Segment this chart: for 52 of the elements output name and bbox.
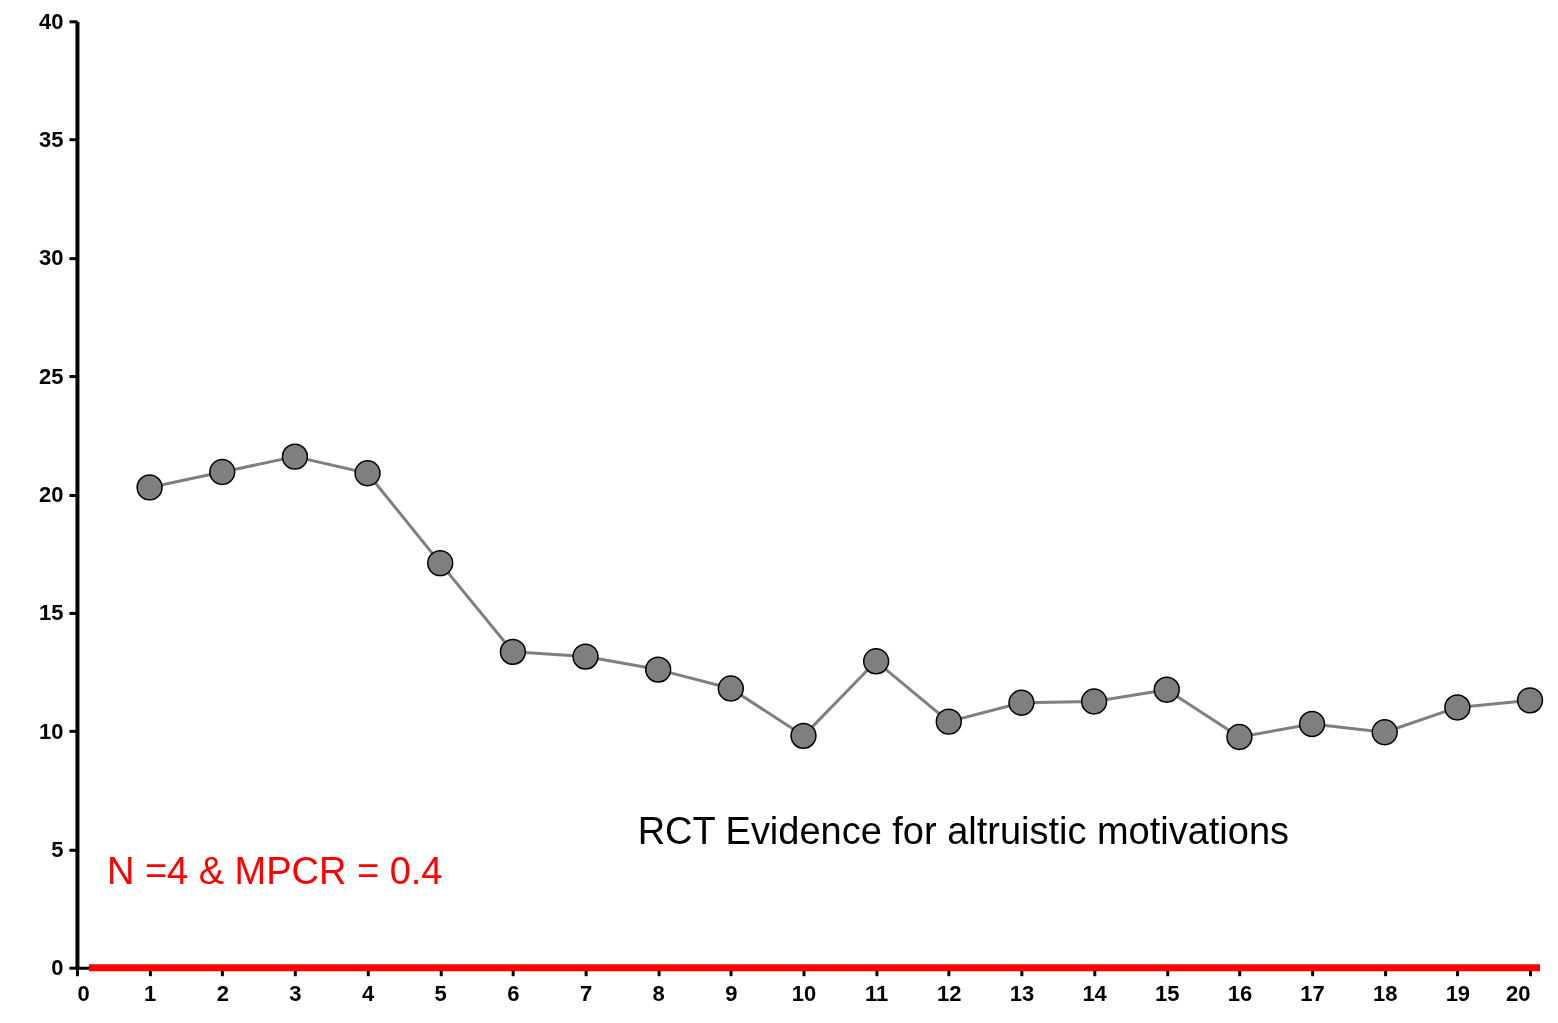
point	[862, 648, 890, 675]
y-tick-label: 15	[39, 600, 64, 626]
x-tick-label: 1	[143, 981, 157, 1007]
x-tick-label: 16	[1227, 981, 1253, 1007]
point	[1080, 688, 1108, 715]
x-tick-label: 18	[1372, 981, 1398, 1007]
y-tick-label: 0	[51, 955, 64, 981]
point	[1008, 689, 1035, 716]
point	[1516, 687, 1544, 714]
annotation: RCT Evidence for altruistic motivations	[637, 809, 1289, 852]
point	[281, 443, 309, 470]
y-tick-label: 5	[51, 836, 64, 862]
point	[790, 722, 817, 750]
point	[1298, 710, 1326, 738]
point	[1226, 723, 1253, 751]
point	[354, 460, 381, 487]
point	[209, 458, 236, 486]
x-tick-label: 10	[791, 981, 817, 1007]
x-tick-label: 2	[216, 981, 229, 1007]
x-tick-label: 3	[289, 981, 302, 1007]
annotation: N =4 & MPCR = 0.4	[106, 849, 443, 892]
point	[136, 474, 163, 501]
point	[935, 708, 962, 735]
point	[1153, 676, 1180, 703]
x-tick-label: 12	[937, 981, 962, 1007]
x-tick-label: 15	[1155, 981, 1180, 1007]
x-tick-label: 4	[361, 981, 375, 1007]
x-tick-label: 19	[1445, 981, 1471, 1007]
x-tick-label: 20	[1506, 981, 1531, 1007]
point	[572, 643, 599, 670]
x-tick-label: 11	[865, 981, 889, 1007]
point	[1444, 694, 1471, 721]
point	[717, 675, 745, 702]
x-tick-label: 5	[434, 981, 447, 1007]
y-tick-label: 40	[39, 8, 64, 34]
point	[427, 549, 454, 577]
x-tick-label: 14	[1082, 981, 1108, 1007]
x-tick-label: 8	[652, 981, 665, 1007]
point	[644, 656, 672, 683]
point	[1371, 719, 1398, 746]
y-tick-label: 10	[39, 718, 64, 744]
x-tick-label: 13	[1009, 981, 1035, 1007]
y-tick-label: 35	[39, 127, 64, 153]
y-tick-label: 30	[39, 245, 64, 271]
x-tick-label: 7	[579, 981, 593, 1007]
y-tick-label: 25	[39, 363, 64, 389]
x-tick-label: 9	[725, 981, 738, 1007]
point	[499, 638, 527, 666]
x-tick-label: 17	[1300, 981, 1325, 1007]
y-tick-label: 20	[39, 482, 64, 507]
x-tick-label: 6	[507, 981, 520, 1007]
x-tick-label: 0	[77, 981, 90, 1007]
